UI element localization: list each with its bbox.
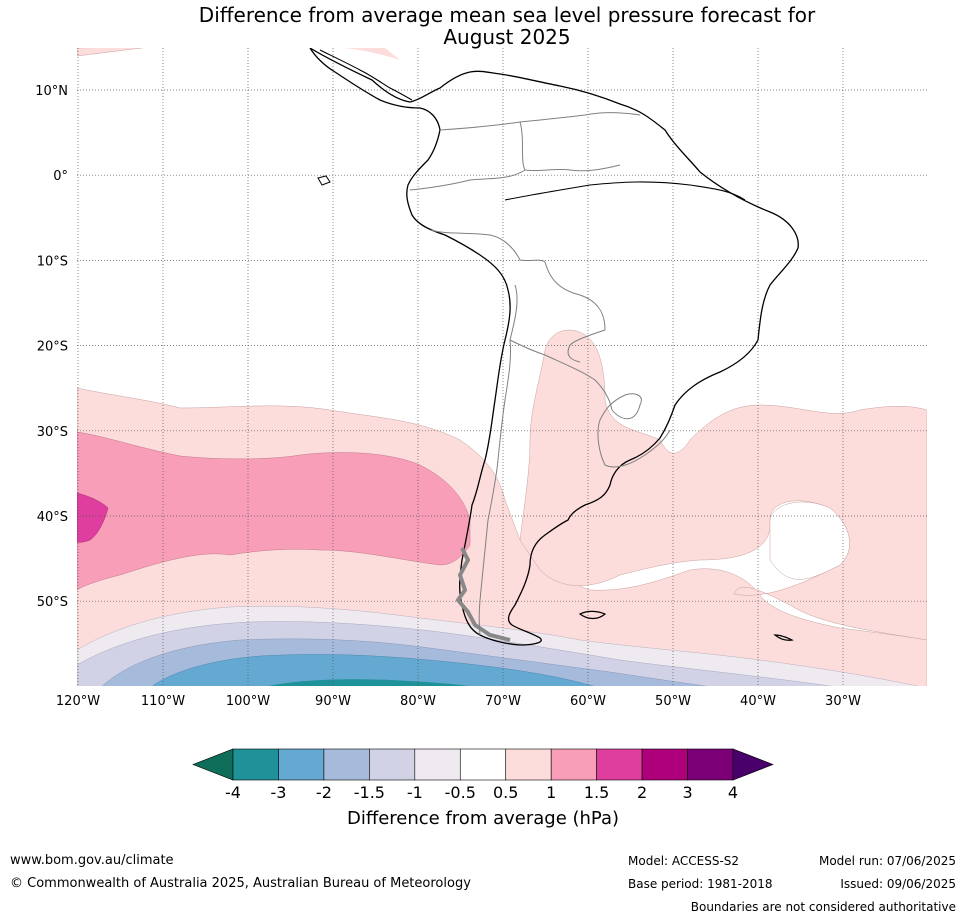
longitude-label: 120°W (56, 694, 100, 709)
longitude-label: 70°W (485, 694, 521, 709)
south-america-coastline (309, 48, 799, 646)
anomaly-region-positive-0-5 (77, 48, 144, 57)
chile-fjords (455, 547, 511, 642)
latitude-label: 30°S (37, 425, 68, 440)
amazon-river (504, 181, 746, 201)
colorbar-swatch (323, 748, 370, 781)
colorbar-tick-label: -2 (316, 783, 332, 802)
colorbar-tick-label: -4 (225, 783, 241, 802)
galapagos (317, 175, 331, 186)
colorbar-swatch (369, 748, 416, 781)
colorbar-tick-label: -0.5 (445, 783, 476, 802)
anomaly-region-positive-1-5 (77, 492, 109, 543)
colorbar-tick-label: -1.5 (354, 783, 385, 802)
longitude-label: 30°W (825, 694, 861, 709)
colorbar-arrow-low (192, 748, 234, 781)
colorbar-tick-label: 2 (637, 783, 647, 802)
anomaly-region-negative-2 (152, 654, 594, 686)
anomaly-region-positive-1 (77, 431, 471, 591)
map-title-line-1: Difference from average mean sea level p… (198, 3, 816, 27)
colorbar-tick-label: 1.5 (584, 783, 609, 802)
colorbar-tick-label: 1 (546, 783, 556, 802)
longitude-label: 80°W (400, 694, 436, 709)
longitude-label: 100°W (226, 694, 270, 709)
axis-labels: 10°N 0° 10°S 20°S 30°S 40°S 50°S 120°W 110°W 100°… (35, 84, 861, 709)
latitude-label: 20°S (37, 340, 68, 355)
copyright-text: © Commonwealth of Australia 2025, Austra… (10, 876, 471, 891)
central-america-coastline (319, 49, 413, 101)
south-georgia (773, 634, 794, 641)
country-borders (409, 112, 671, 636)
model-name: Model: ACCESS-S2 (628, 854, 740, 868)
pressure-anomaly-field (77, 48, 927, 686)
anomaly-region-positive-0-5 (310, 48, 400, 60)
colorbar-arrow-high (732, 748, 774, 781)
colorbar: -4 -3 -2 -1.5 -1 -0.5 0.5 1 1.5 2 3 4 (192, 748, 774, 802)
latitude-label: 40°S (37, 510, 68, 525)
coastlines (309, 48, 799, 646)
colorbar-swatch (596, 748, 643, 781)
graticule (77, 48, 927, 686)
website-link[interactable]: www.bom.gov.au/climate (10, 853, 174, 868)
colorbar-tick-label: -3 (270, 783, 286, 802)
colorbar-swatch (550, 748, 597, 781)
colorbar-tick-label: -1 (407, 783, 423, 802)
colorbar-swatch (641, 748, 688, 781)
colorbar-tick-label: 4 (728, 783, 738, 802)
base-period: Base period: 1981-2018 (628, 877, 773, 891)
colorbar-swatch (278, 748, 325, 781)
longitude-label: 40°W (740, 694, 776, 709)
latitude-label: 10°N (35, 84, 68, 99)
colorbar-swatch (505, 748, 552, 781)
longitude-label: 60°W (570, 694, 606, 709)
map-title: Difference from average mean sea level p… (0, 4, 965, 48)
colorbar-tick-label: 3 (682, 783, 692, 802)
latitude-label: 0° (53, 169, 68, 184)
colorbar-swatch (232, 748, 279, 781)
boundaries-disclaimer: Boundaries are not considered authoritat… (690, 900, 956, 914)
colorbar-swatch (414, 748, 461, 781)
anomaly-region-positive-0-5 (519, 329, 927, 641)
longitude-label: 50°W (655, 694, 691, 709)
colorbar-swatch (687, 748, 734, 781)
falkland-islands (578, 610, 607, 620)
issued-date: Issued: 09/06/2025 (840, 877, 956, 891)
colorbar-tick-label: 0.5 (493, 783, 518, 802)
model-run-date: Model run: 07/06/2025 (818, 854, 956, 868)
colorbar-title: Difference from average (hPa) (346, 808, 620, 829)
longitude-label: 90°W (315, 694, 351, 709)
colorbar-swatch (459, 748, 507, 781)
latitude-label: 50°S (37, 595, 68, 610)
map-title-line-2: August 2025 (443, 25, 571, 49)
latitude-label: 10°S (37, 254, 68, 269)
longitude-label: 110°W (141, 694, 185, 709)
